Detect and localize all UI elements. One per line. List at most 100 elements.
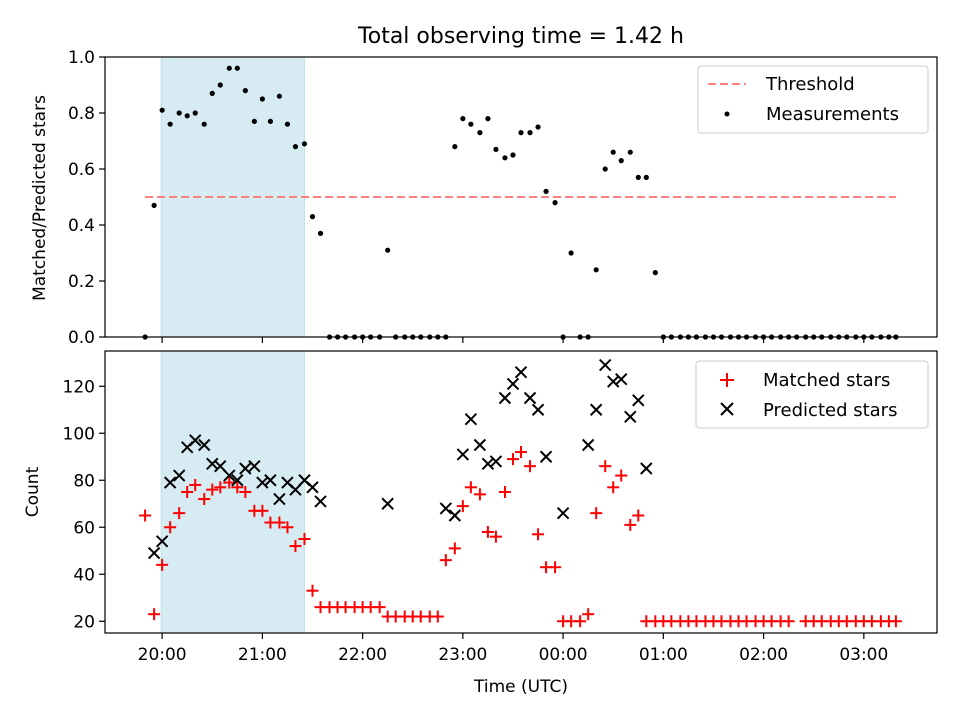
- matched-star-point: [464, 481, 477, 494]
- measurement-point: [176, 110, 182, 116]
- measurement-point: [284, 121, 291, 127]
- x-stroke-b: [464, 412, 478, 426]
- x-stroke-b: [281, 476, 294, 489]
- measurement-point: [460, 116, 466, 122]
- predicted-star-point: [514, 365, 528, 379]
- bottom-panel: 20 40 60 80 100 120 20:00 21:00 22:00 23:00 00:00…: [23, 350, 938, 697]
- top-y-axis-label: Matched/Predicted stars: [30, 95, 50, 301]
- predicted-star-point: [598, 358, 612, 372]
- matched-star-point: [524, 460, 537, 473]
- measurement-point: [276, 93, 283, 99]
- matched-legend-label: Matched stars: [763, 370, 890, 391]
- x-stroke-b: [248, 459, 261, 473]
- predicted-star-point: [464, 412, 478, 426]
- measurement-point: [493, 146, 499, 152]
- predicted-star-point: [198, 438, 211, 452]
- x-tick-label: 20:00: [138, 645, 187, 665]
- x-tick-label: 22:00: [338, 645, 387, 665]
- matched-star-point: [889, 615, 902, 628]
- x-stroke-b: [531, 403, 545, 416]
- measurement-point: [477, 130, 483, 136]
- measurement-point: [217, 82, 223, 88]
- measurement-point: [201, 121, 207, 127]
- x-stroke-b: [632, 394, 645, 407]
- predicted-stars-points: [147, 358, 653, 560]
- measurement-point: [643, 174, 649, 180]
- x-stroke-b: [198, 438, 211, 452]
- matched-star-point: [156, 558, 169, 571]
- measurement-point: [627, 149, 633, 155]
- x-stroke-b: [598, 358, 612, 372]
- matched-star-point: [574, 615, 587, 628]
- matched-legend-marker: [720, 373, 734, 387]
- y-tick-label: 120: [63, 377, 95, 397]
- predicted-star-point: [539, 450, 553, 463]
- matched-star-point: [481, 525, 494, 538]
- x-tick-label: 03:00: [839, 645, 888, 665]
- predicted-star-point: [640, 462, 653, 475]
- matched-star-point: [615, 469, 628, 482]
- predicted-star-point: [189, 434, 202, 447]
- x-stroke-b: [498, 391, 512, 405]
- measurement-point: [226, 65, 232, 71]
- matched-star-point: [373, 601, 386, 614]
- top-axes-border: [104, 56, 938, 338]
- predicted-star-point: [632, 394, 645, 407]
- bottom-legend: Matched stars Predicted stars: [695, 360, 929, 429]
- measurement-point: [385, 247, 391, 253]
- predicted-star-point: [481, 457, 495, 471]
- predicted-star-point: [448, 509, 462, 522]
- y-tick-label: 100: [63, 424, 95, 444]
- predicted-star-point: [624, 410, 637, 424]
- matched-star-point: [173, 507, 186, 520]
- predicted-star-point: [498, 391, 512, 405]
- measurement-point: [184, 113, 190, 119]
- measurement-point: [552, 200, 558, 206]
- x-stroke-b: [556, 506, 570, 520]
- measurement-point: [610, 149, 616, 155]
- matched-star-point: [473, 488, 486, 501]
- y-tick-label: 0.4: [68, 216, 95, 236]
- measurement-point: [635, 174, 641, 180]
- predicted-star-point: [264, 474, 277, 487]
- predicted-star-point: [256, 476, 269, 489]
- matched-star-point: [148, 608, 161, 621]
- x-stroke-b: [615, 372, 628, 386]
- bottom-x-ticks: 20:00 21:00 22:00 23:00 00:00 01:00 02:00 03:00: [138, 633, 888, 665]
- matched-star-point: [223, 476, 236, 489]
- measurement-point: [543, 188, 549, 194]
- bottom-x-axis-label: Time (UTC): [473, 677, 568, 697]
- measurement-point: [242, 88, 248, 94]
- matched-star-point: [214, 481, 227, 494]
- measurements-legend-marker: [724, 111, 730, 117]
- predicted-star-point: [147, 546, 161, 560]
- predicted-star-point: [289, 483, 302, 496]
- y-tick-label: 1.0: [68, 48, 95, 68]
- x-stroke-b: [239, 462, 252, 475]
- x-stroke-b: [289, 483, 302, 496]
- matched-star-point: [289, 540, 302, 553]
- y-tick-label: 40: [73, 565, 95, 585]
- predicted-star-point: [163, 476, 177, 489]
- matched-star-point: [549, 561, 562, 574]
- predicted-star-point: [306, 481, 319, 494]
- x-stroke-b: [214, 459, 227, 473]
- top-y-ticks: 0.0 0.2 0.4 0.6 0.8 1.0: [68, 48, 105, 348]
- x-stroke-b: [624, 410, 637, 424]
- y-tick-label: 0.6: [68, 160, 95, 180]
- predicted-star-point: [456, 448, 470, 461]
- measurement-point: [259, 96, 265, 102]
- top-legend: Threshold Measurements: [697, 65, 929, 134]
- predicted-star-point: [581, 438, 595, 452]
- measurement-point: [652, 270, 658, 276]
- y-tick-label: 60: [73, 518, 95, 538]
- x-tick-label: 00:00: [539, 645, 588, 665]
- x-stroke-b: [589, 403, 603, 416]
- x-stroke-b: [581, 438, 595, 452]
- x-stroke-b: [223, 469, 236, 482]
- measurement-point: [535, 124, 541, 130]
- bottom-axes-frame: [104, 350, 938, 634]
- y-tick-label: 20: [73, 612, 95, 632]
- predicted-star-point: [607, 375, 620, 388]
- predicted-star-point: [172, 469, 186, 482]
